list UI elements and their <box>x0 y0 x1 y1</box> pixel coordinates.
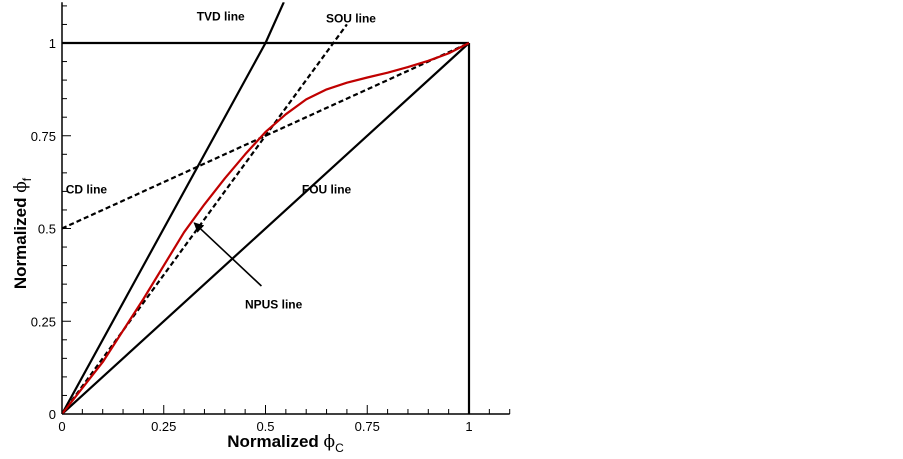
y-tick-label: 0 <box>49 407 56 422</box>
x-tick-label: 0.5 <box>256 419 274 434</box>
annotation-group: TVD line SOU line CD line FOU line NPUS line <box>66 10 377 312</box>
npus-pointer-arrow <box>193 222 262 287</box>
annotation-sou-line: SOU line <box>326 12 376 26</box>
annotation-cd-line: CD line <box>66 182 108 196</box>
cd-line-series <box>62 41 470 230</box>
x-axis-title: Normalized ϕC <box>227 432 344 455</box>
x-tick-label: 1 <box>465 419 472 434</box>
y-tick-label: 0.5 <box>38 222 56 237</box>
fou-line-series <box>62 42 470 414</box>
x-tick-label: 0.75 <box>355 419 380 434</box>
tvd-line-upper-series <box>264 2 285 44</box>
series-group <box>62 2 471 414</box>
y-tick-label: 0.75 <box>31 129 56 144</box>
sou-line-series <box>62 23 348 414</box>
annotation-npus-line: NPUS line <box>245 297 303 311</box>
x-tick-label: 0 <box>58 419 65 434</box>
y-axis-title: Normalized ϕf <box>11 177 34 289</box>
npus-line-series <box>62 42 470 414</box>
x-tick-label: 0.25 <box>151 419 176 434</box>
annotation-fou-line: FOU line <box>302 182 352 196</box>
y-tick-label: 0.25 <box>31 314 56 329</box>
tvd-line-series <box>62 42 267 414</box>
annotation-tvd-line: TVD line <box>197 10 245 24</box>
tick-group: 0 0.25 0.5 0.75 1 0 0.25 0.5 0.75 1 <box>31 5 511 434</box>
y-tick-label: 1 <box>49 36 56 51</box>
